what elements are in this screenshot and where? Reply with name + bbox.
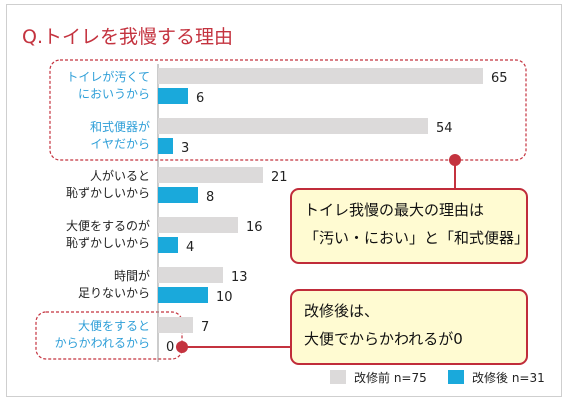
- legend-after-swatch: [448, 370, 464, 384]
- category-label: 足りないから: [78, 286, 150, 300]
- callout-after-renovation-line-2: 大便でからかわれるが0: [304, 330, 463, 348]
- connector-dot-bottom: [176, 341, 188, 353]
- legend-before-label: 改修前 n=75: [354, 371, 427, 385]
- callout-after-renovation: 改修後は、 大便でからかわれるが0: [290, 289, 528, 365]
- chart-title: Q.トイレを我慢する理由: [22, 26, 233, 48]
- bar-after: [158, 187, 198, 203]
- value-label-before: 16: [246, 220, 263, 235]
- bar-before: [158, 317, 193, 333]
- bar-after: [158, 138, 173, 154]
- bar-before: [158, 267, 223, 283]
- bar-after: [158, 88, 188, 104]
- category-label: からかわれるから: [55, 336, 150, 350]
- value-label-before: 13: [231, 270, 248, 285]
- legend-after-label: 改修後 n=31: [472, 371, 545, 385]
- category-label: 人がいると: [90, 168, 150, 183]
- connector-dot-top: [449, 154, 461, 166]
- value-label-after: 0: [166, 340, 174, 355]
- value-label-after: 4: [186, 240, 194, 255]
- category-label: 時間が: [114, 268, 150, 283]
- legend-after: 改修後 n=31: [448, 369, 545, 386]
- value-label-after: 8: [206, 190, 214, 205]
- category-label: 恥ずかしいから: [66, 186, 150, 200]
- value-label-before: 21: [271, 170, 288, 185]
- category-label: 大便をすると: [78, 319, 150, 333]
- category-label: においうから: [78, 87, 150, 101]
- callout-main-reason-line-2: 「汚い・におい」と「和式便器」: [304, 229, 530, 247]
- bar-before: [158, 118, 428, 134]
- callout-main-reason: トイレ我慢の最大の理由は 「汚い・におい」と「和式便器」: [290, 188, 530, 264]
- category-label: イヤだから: [90, 137, 150, 151]
- value-label-after: 3: [181, 141, 189, 156]
- category-label: 大便をするのが: [66, 218, 150, 233]
- highlight-frame-bottom: [35, 311, 183, 360]
- legend-before-swatch: [330, 370, 346, 384]
- value-label-after: 6: [196, 91, 204, 106]
- category-label: 恥ずかしいから: [66, 236, 150, 250]
- callout-main-reason-line-1: トイレ我慢の最大の理由は: [304, 201, 485, 219]
- highlight-frame-top: [49, 59, 527, 161]
- bar-after: [158, 237, 178, 253]
- value-label-before: 7: [201, 320, 209, 335]
- value-label-before: 65: [491, 71, 508, 86]
- value-label-before: 54: [436, 121, 453, 136]
- bar-before: [158, 217, 238, 233]
- category-label: トイレが汚くて: [66, 69, 150, 84]
- bar-before: [158, 68, 483, 84]
- callout-after-renovation-line-1: 改修後は、: [304, 302, 380, 320]
- value-label-after: 10: [216, 290, 233, 305]
- legend-before: 改修前 n=75: [330, 369, 427, 386]
- category-label: 和式便器が: [90, 119, 150, 134]
- bar-before: [158, 167, 263, 183]
- bar-after: [158, 287, 208, 303]
